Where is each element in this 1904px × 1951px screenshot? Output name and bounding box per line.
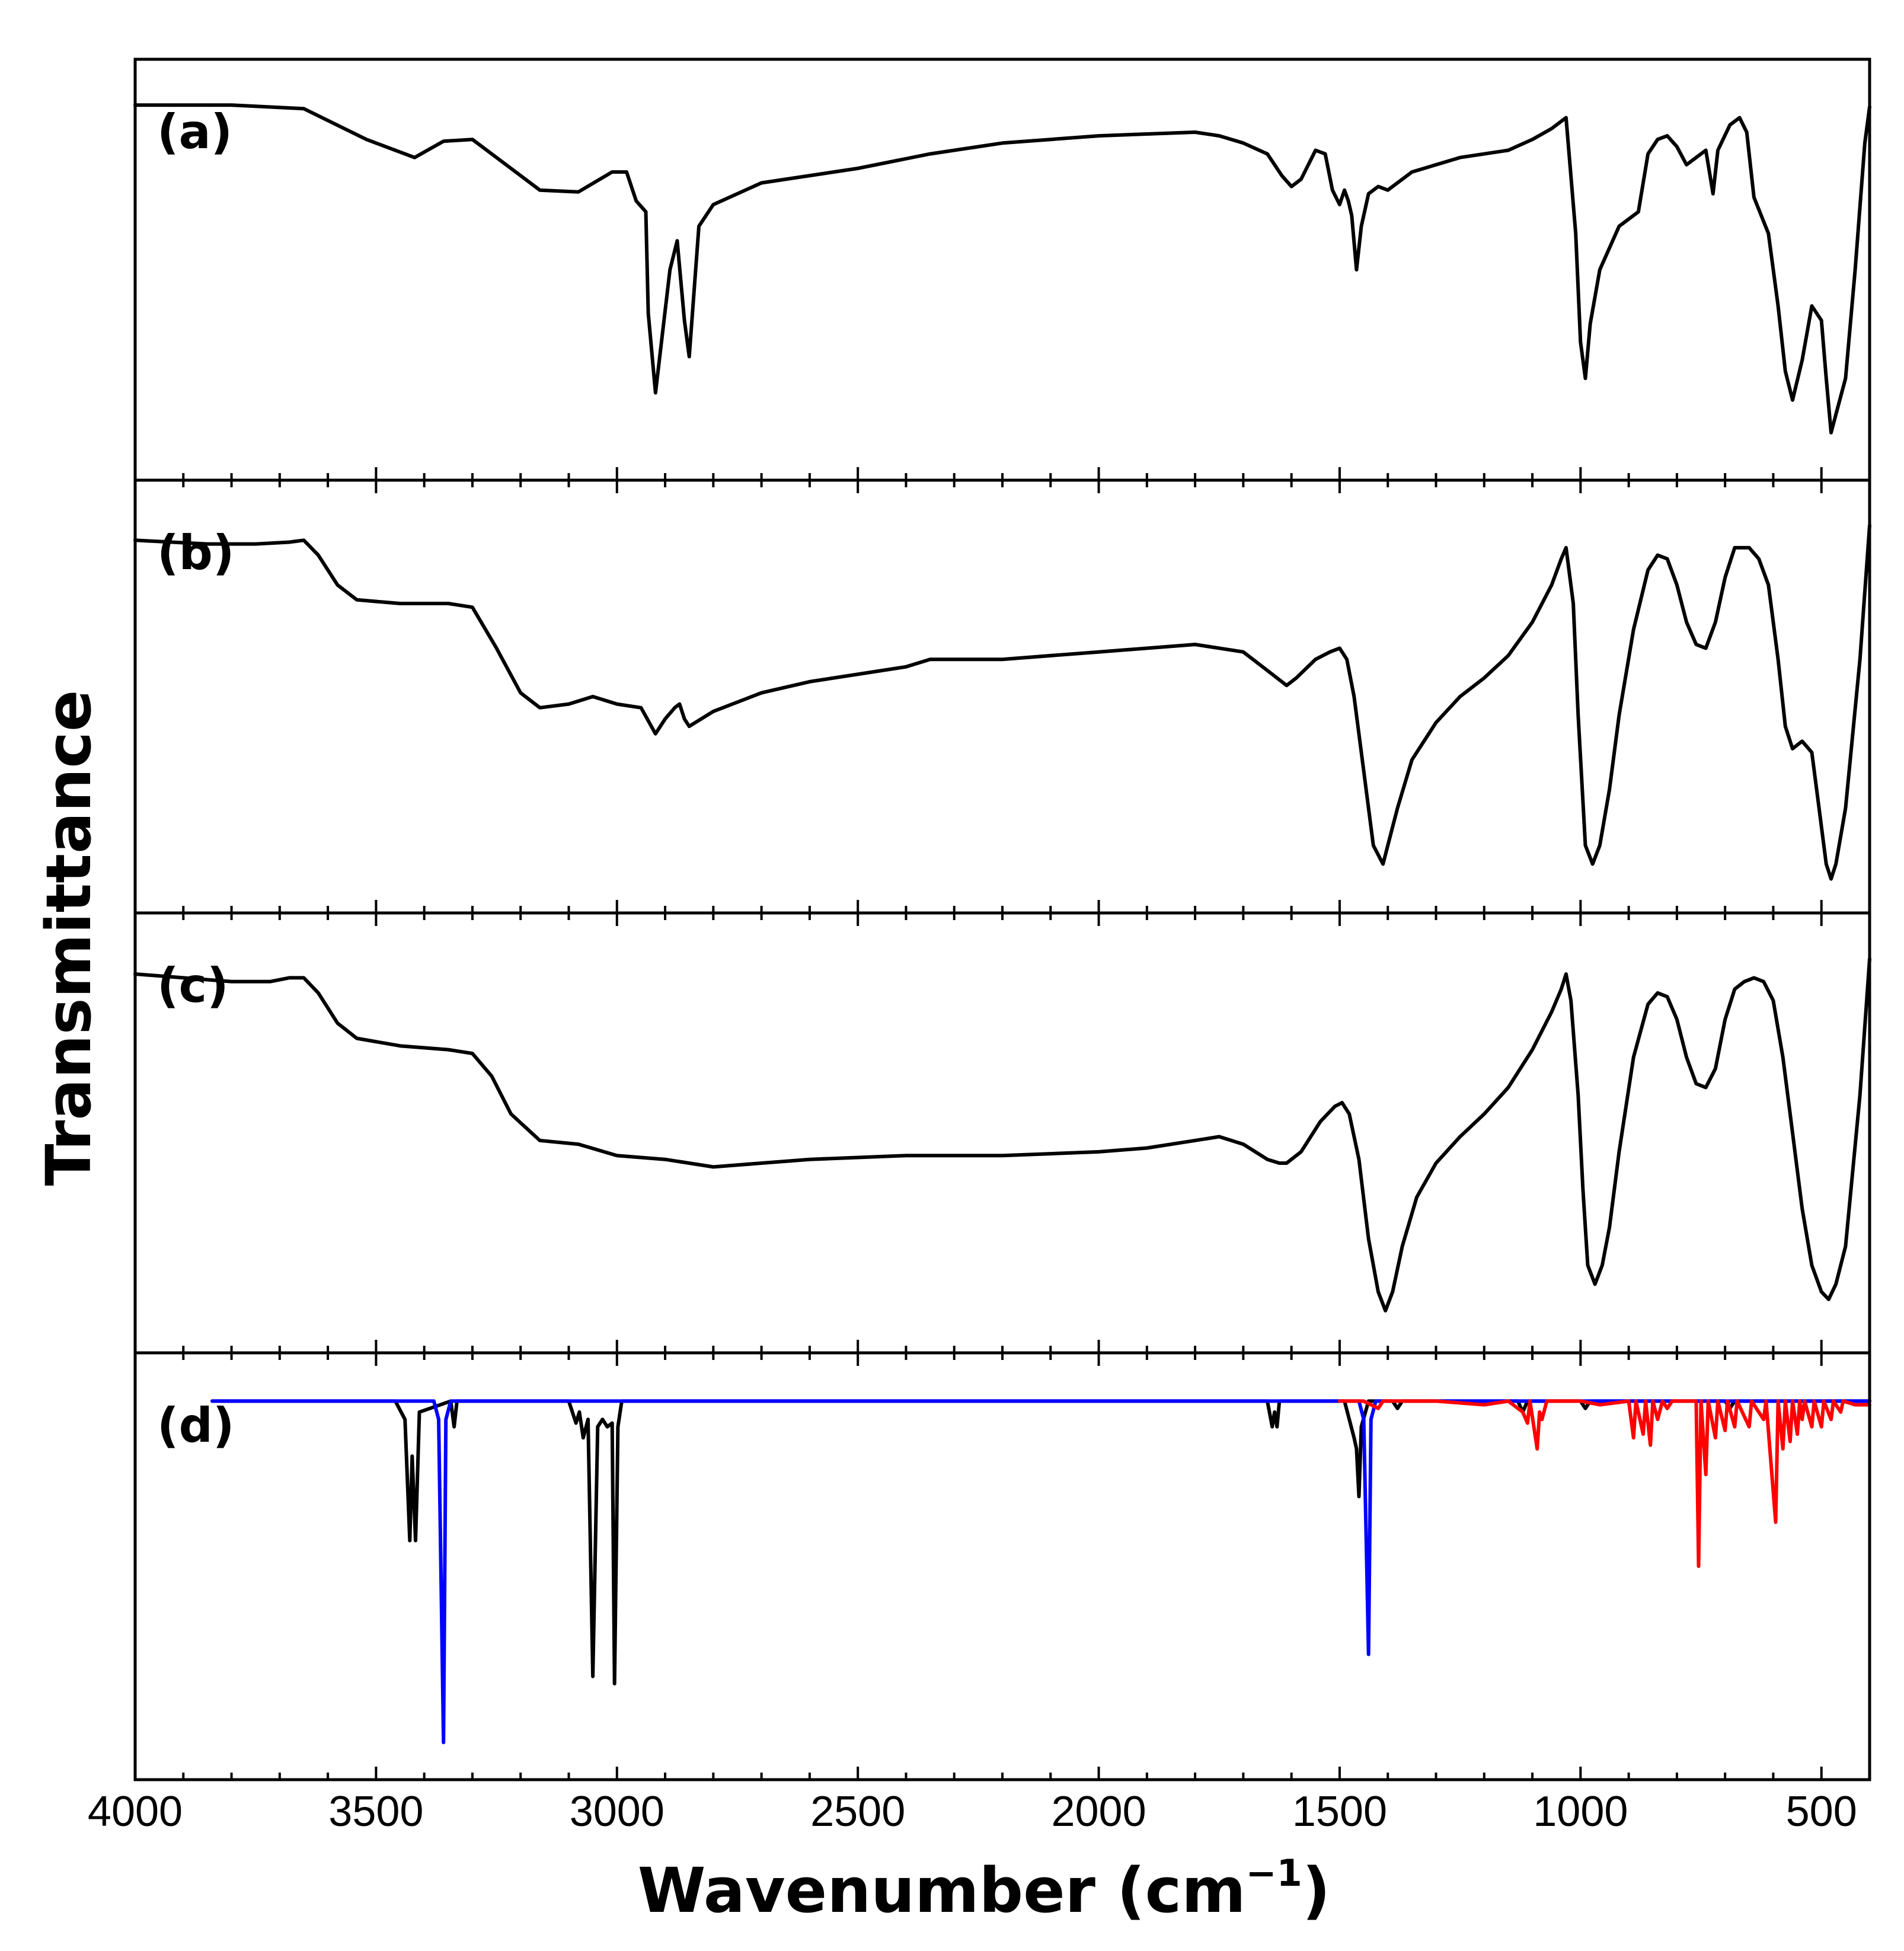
panel-label-d: (d) — [157, 1398, 234, 1453]
series-line-a-a — [133, 103, 1871, 435]
x-tick-label: 1500 — [1292, 1788, 1387, 1835]
series-line-c-c — [133, 957, 1871, 1313]
series-line-d-red — [1337, 1399, 1871, 1568]
x-tick-label: 2500 — [810, 1788, 905, 1835]
series-line-b-b — [133, 523, 1871, 881]
panel-label-c: (c) — [157, 958, 229, 1013]
series-line-d-black — [210, 1399, 1871, 1686]
panel-label-b: (b) — [157, 525, 234, 580]
y-axis-label: Transmittance — [33, 690, 105, 1186]
x-tick-label: 4000 — [88, 1788, 183, 1835]
x-tick-label: 3500 — [328, 1788, 423, 1835]
series-line-d-blue — [210, 1399, 1871, 1745]
x-tick-label: 500 — [1786, 1788, 1857, 1835]
x-tick-label: 2000 — [1051, 1788, 1146, 1835]
panel-label-a: (a) — [157, 104, 232, 159]
x-tick-label: 1000 — [1533, 1788, 1628, 1835]
x-axis-label: Wavenumber (cm−1) — [638, 1851, 1331, 1927]
x-tick-label: 3000 — [570, 1788, 665, 1835]
